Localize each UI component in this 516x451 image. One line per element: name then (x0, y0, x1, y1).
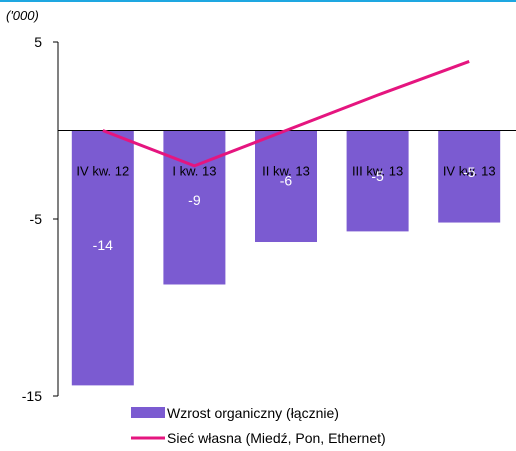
y-tick-label: -15 (22, 388, 42, 404)
category-label: IV kw. 13 (443, 164, 496, 179)
line-series (102, 60, 470, 168)
bar (163, 130, 226, 285)
y-axis-ticks: 5 -5 -15 (22, 34, 58, 404)
legend-bar-label: Wzrost organiczny (łącznie) (167, 405, 339, 421)
bar (255, 130, 317, 243)
category-label: III kw. 13 (352, 164, 403, 179)
y-tick-label: 5 (34, 34, 42, 50)
bar-data-label: -14 (93, 237, 113, 253)
legend: Wzrost organiczny (łącznie) Sieć własna … (131, 405, 386, 446)
bar-data-label: -5 (463, 164, 476, 180)
legend-line-label: Sieć własna (Miedź, Pon, Ethernet) (167, 430, 386, 446)
bar (346, 130, 409, 232)
data-labels: -14 -9 -6 -5 -5 (93, 164, 476, 253)
category-label: I kw. 13 (172, 164, 216, 179)
category-label: II kw. 13 (262, 164, 310, 179)
category-labels: IV kw. 12 I kw. 13 II kw. 13 III kw. 13 IV k… (76, 164, 495, 179)
y-tick-label: -5 (30, 211, 43, 227)
bar-data-label: -5 (371, 168, 384, 184)
category-label: IV kw. 12 (76, 164, 129, 179)
bar (438, 130, 501, 223)
bar-data-label: -9 (188, 192, 201, 208)
bar-data-label: -6 (280, 173, 293, 189)
bar (71, 130, 134, 386)
top-rule (0, 0, 516, 2)
legend-bar-swatch (131, 407, 165, 418)
unit-label: ('000) (6, 8, 39, 23)
bars (71, 130, 501, 386)
